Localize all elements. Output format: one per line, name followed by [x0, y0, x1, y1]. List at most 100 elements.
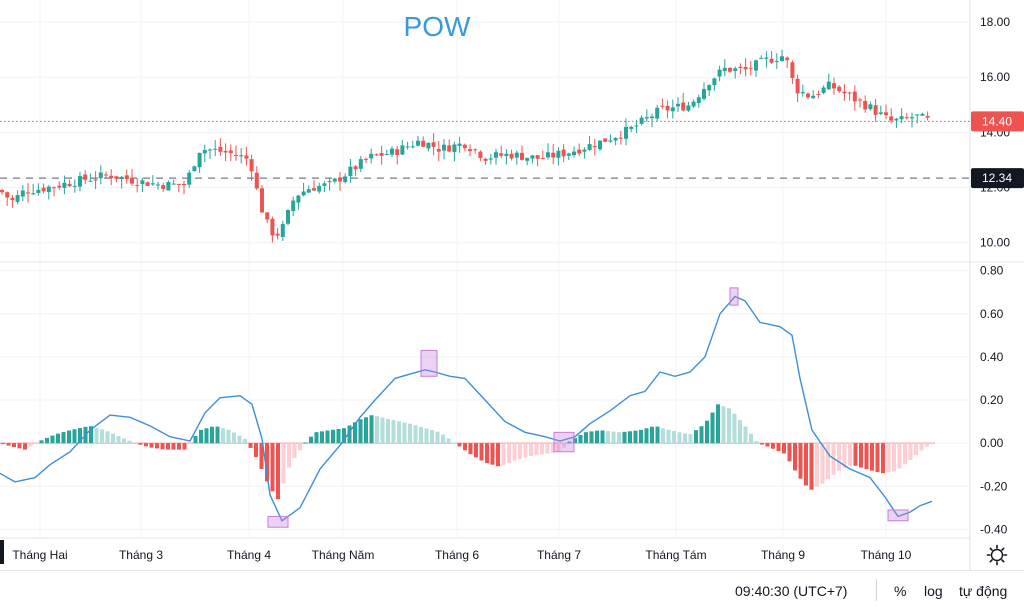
histogram-bar: [837, 443, 841, 471]
histogram-bar: [221, 428, 225, 443]
candle-body: [614, 138, 618, 141]
histogram-bar: [117, 436, 121, 443]
candle-body: [510, 154, 514, 159]
candle-body: [754, 60, 758, 70]
candle-body: [634, 125, 638, 126]
percent-scale-toggle[interactable]: %: [894, 583, 906, 599]
candle-body: [598, 141, 602, 150]
candle-body: [905, 117, 909, 118]
candle-body: [125, 175, 129, 179]
histogram-bar: [441, 435, 445, 444]
histogram-bar: [56, 434, 60, 443]
candle-body: [244, 155, 248, 158]
histogram-bar: [623, 432, 627, 443]
histogram-bar: [216, 427, 220, 444]
candle-body: [650, 117, 654, 119]
histogram-bar: [403, 423, 407, 444]
signal-highlight-box: [268, 516, 288, 527]
histogram-bar: [447, 438, 451, 443]
log-scale-toggle[interactable]: log: [924, 583, 943, 599]
histogram-bar: [815, 443, 819, 487]
histogram-bar: [238, 436, 242, 443]
candle-body: [822, 88, 826, 93]
histogram-bar: [513, 443, 517, 460]
histogram-bar: [155, 443, 159, 448]
candle-body: [681, 103, 685, 111]
histogram-bar: [909, 443, 913, 460]
histogram-bar: [463, 443, 467, 450]
candle-body: [546, 152, 550, 157]
candle-body: [775, 61, 779, 62]
histogram-bar: [419, 427, 423, 443]
histogram-bar: [45, 438, 49, 443]
histogram-bar: [51, 436, 55, 444]
histogram-bar: [859, 443, 863, 467]
time-axis-labels[interactable]: Tháng Hai Tháng 3 Tháng 4 Tháng Năm Tháng 6 T…: [12, 548, 911, 562]
candle-body: [276, 234, 280, 236]
histogram-bar: [194, 436, 198, 443]
candle-body: [78, 176, 82, 187]
histogram-bar: [639, 430, 643, 443]
time-axis-marker: [0, 540, 4, 564]
histogram-bar: [166, 443, 170, 449]
candle-body: [562, 150, 566, 157]
histogram-bar: [683, 433, 687, 443]
histogram-bar: [650, 427, 654, 443]
histogram-bar: [584, 432, 588, 443]
candle-body: [915, 114, 919, 115]
histogram-bar: [502, 443, 506, 465]
candle-body: [224, 151, 228, 153]
histogram-bar: [738, 420, 742, 443]
histogram-bar: [546, 443, 550, 453]
histogram-bar: [7, 443, 11, 445]
histogram-bar: [386, 419, 390, 443]
histogram-bar: [100, 429, 104, 443]
histogram-bar: [722, 406, 726, 443]
candle-body: [738, 67, 742, 68]
clock-timezone[interactable]: 09:40:30 (UTC+7): [735, 583, 847, 599]
candle-body: [322, 183, 326, 186]
candle-body: [744, 67, 748, 69]
histogram-bar: [1, 443, 5, 444]
candle-body: [47, 187, 51, 192]
candle-body: [770, 59, 774, 63]
reference-price-tag-label: 12.34: [982, 171, 1012, 185]
candle-body: [156, 185, 160, 186]
candle-body: [359, 159, 363, 169]
settings-gear-icon[interactable]: [988, 546, 1007, 565]
auto-scale-toggle[interactable]: tự động: [959, 583, 1007, 599]
macd-axis-ticks[interactable]: 0.80 0.60 0.40 0.20 0.00 -0.20 -0.40: [980, 264, 1008, 537]
histogram-bar: [282, 443, 286, 483]
time-axis-label: Tháng Hai: [12, 548, 67, 562]
histogram-bar: [414, 425, 418, 443]
histogram-bar: [804, 443, 808, 485]
price-tick-label: 16.00: [980, 70, 1010, 84]
candle-body: [31, 193, 35, 194]
candle-body: [853, 92, 857, 102]
candle-body: [161, 185, 165, 189]
time-axis-label: Tháng 9: [761, 548, 805, 562]
candle-body: [255, 173, 259, 189]
candle-body: [307, 189, 311, 193]
macd-tick-label: 0.60: [980, 307, 1004, 321]
candle-body: [868, 104, 872, 109]
histogram-bar: [612, 432, 616, 443]
candle-body: [140, 180, 144, 184]
last-price-tag-label: 14.40: [982, 114, 1012, 128]
histogram-bar: [881, 443, 885, 473]
candle-body: [874, 105, 878, 115]
histogram-bar: [920, 443, 924, 450]
candle-body: [489, 158, 493, 159]
histogram-bar: [507, 443, 511, 463]
histogram-bar: [188, 443, 192, 444]
candle-body: [234, 155, 238, 156]
candle-body: [910, 117, 914, 118]
histogram-bar: [315, 432, 319, 443]
histogram-bar: [128, 441, 132, 443]
histogram-bar: [579, 435, 583, 443]
candle-body: [473, 149, 477, 150]
candle-body: [94, 180, 98, 181]
histogram-bar: [183, 443, 187, 449]
